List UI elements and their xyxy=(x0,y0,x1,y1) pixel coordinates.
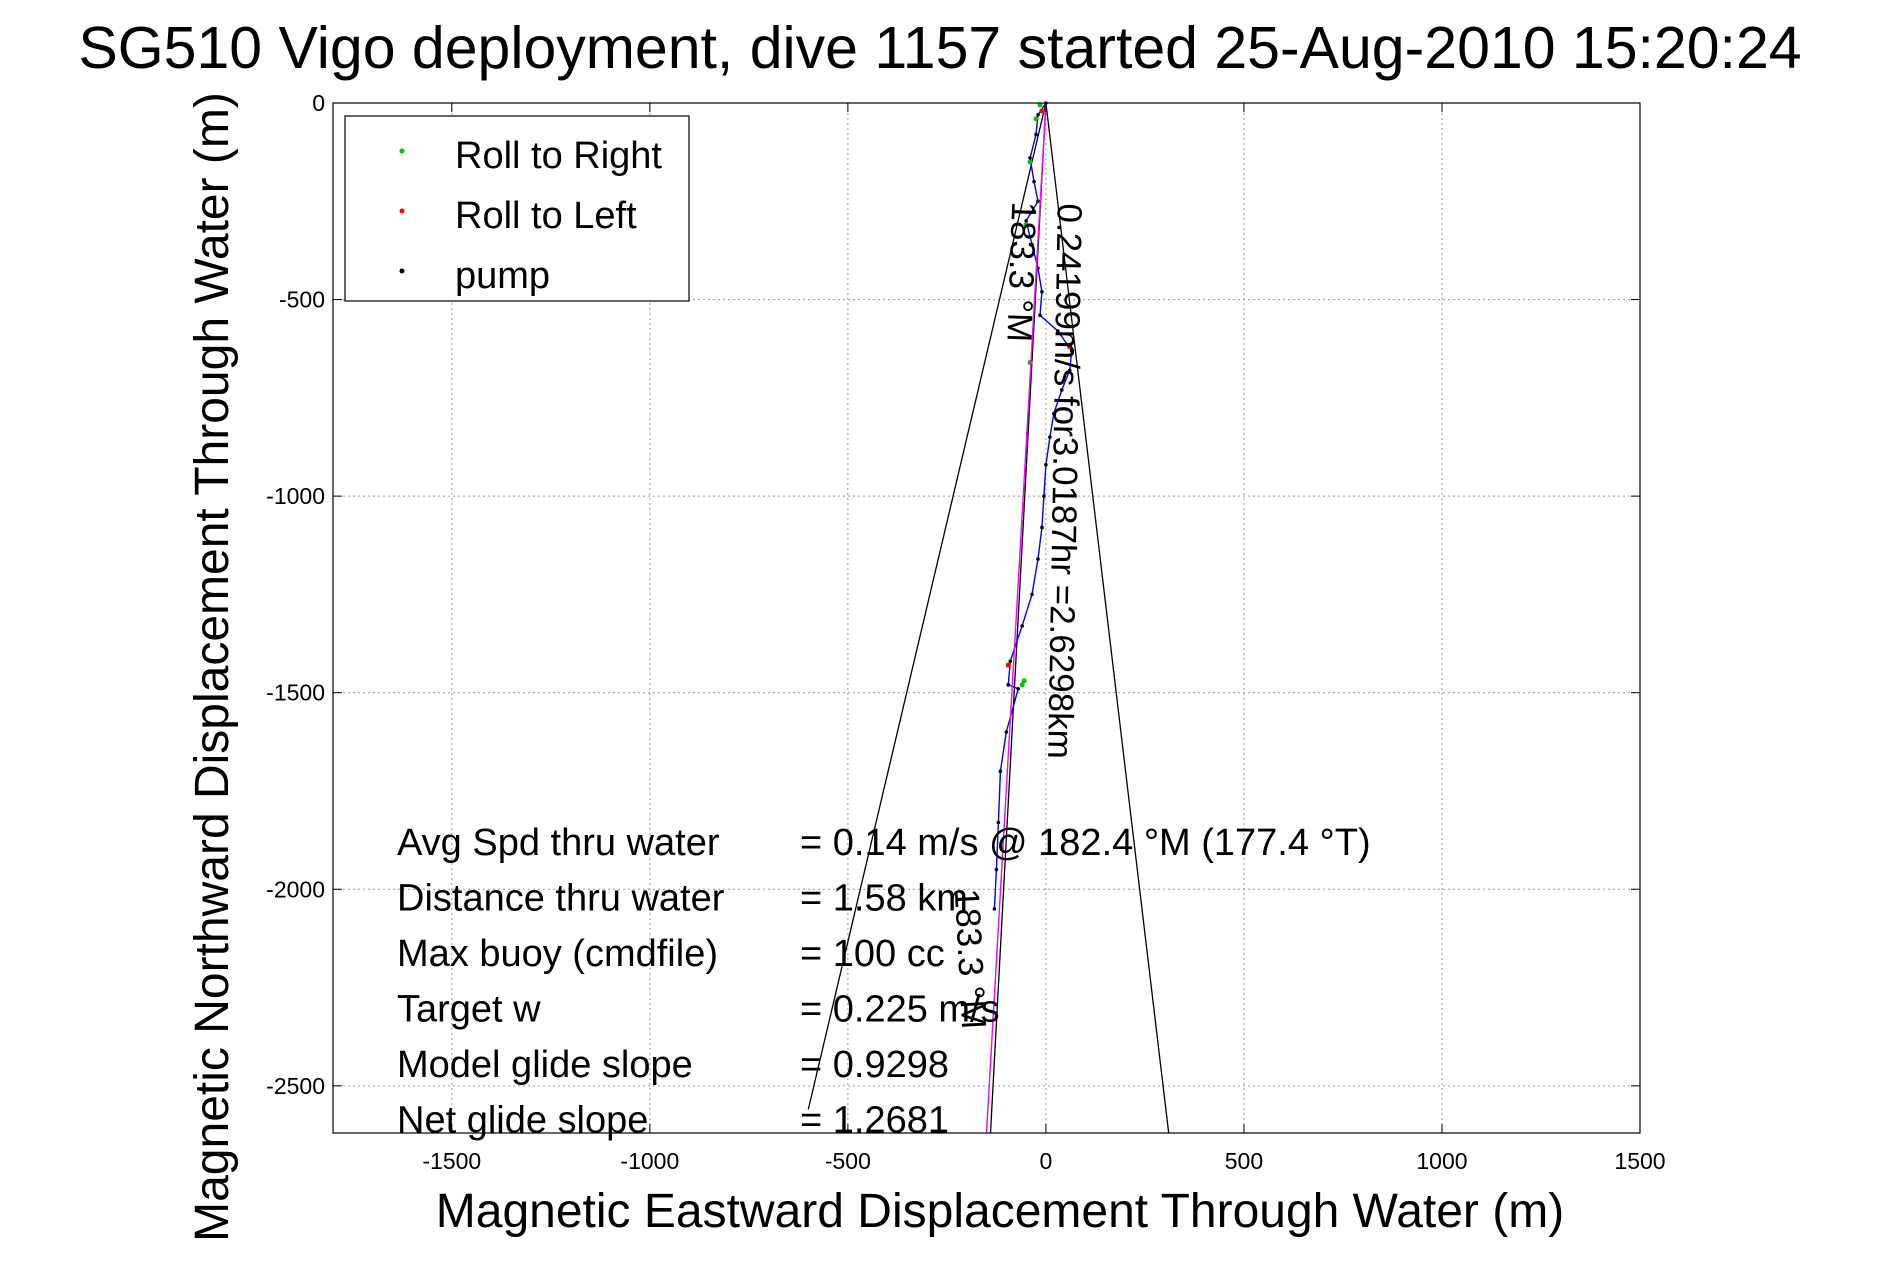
series-group xyxy=(985,101,1074,1134)
legend-label: pump xyxy=(455,255,550,297)
series-point xyxy=(1023,222,1029,228)
x-tick-label: 0 xyxy=(1040,1148,1053,1174)
stat-value: = 0.9298 xyxy=(800,1044,949,1086)
series-point xyxy=(996,820,1001,825)
y-tick-label: -500 xyxy=(279,287,325,313)
x-tick-label: 500 xyxy=(1225,1148,1263,1174)
series-point xyxy=(1040,525,1044,530)
legend-marker xyxy=(399,208,405,214)
series-point xyxy=(1024,219,1028,223)
series-point xyxy=(1037,102,1043,108)
series-point xyxy=(1048,435,1052,439)
series-point xyxy=(1028,156,1032,160)
series-point xyxy=(1030,592,1034,597)
x-axis-label: Magnetic Eastward Displacement Through W… xyxy=(436,1185,1564,1238)
series-point xyxy=(1042,494,1046,498)
line-annotation: 183.3 °M xyxy=(999,201,1043,343)
series-point xyxy=(1019,682,1025,688)
legend-box xyxy=(344,115,690,302)
stat-label: Net glide slope xyxy=(397,1100,648,1142)
stat-value: = 1.58 km xyxy=(800,878,968,920)
series-point xyxy=(1036,199,1040,204)
stat-label: Max buoy (cmdfile) xyxy=(397,933,718,975)
legend-label: Roll to Right xyxy=(455,135,662,177)
x-tick-label: -1000 xyxy=(620,1148,679,1174)
stat-value: = 0.225 m/s xyxy=(800,989,1000,1031)
y-tick-label: 0 xyxy=(312,90,325,116)
x-tick-label: -1500 xyxy=(422,1148,481,1174)
tick-group: -1500 -1000 -500 0 500 1000 1500 0 -500 -1000 -150… xyxy=(266,90,1665,1174)
series-point xyxy=(1004,730,1009,734)
series-point xyxy=(1008,659,1013,664)
series-point xyxy=(1006,683,1011,687)
series-point xyxy=(1030,242,1034,247)
legend-marker xyxy=(399,148,405,154)
y-axis-label: Magnetic Northward Displacement Through … xyxy=(186,92,239,1242)
x-tick-label: 1000 xyxy=(1416,1148,1467,1174)
legend-label: Roll to Left xyxy=(455,195,637,237)
series-point xyxy=(1033,116,1039,122)
series-point xyxy=(1027,159,1033,165)
series-point xyxy=(1055,329,1060,333)
wedge-line xyxy=(807,102,1047,1110)
series-point xyxy=(1034,132,1038,137)
stat-value: = 100 cc xyxy=(800,933,945,975)
wedge-line xyxy=(1045,102,1170,1134)
series-point xyxy=(1027,359,1033,365)
legend: Roll to Right Roll to Left pump xyxy=(344,115,690,302)
series-point xyxy=(1020,624,1024,628)
x-tick-label: 1500 xyxy=(1614,1148,1665,1174)
series-point xyxy=(1016,686,1020,691)
series-point xyxy=(1005,662,1011,668)
legend-marker xyxy=(399,268,405,274)
series-point xyxy=(1040,289,1044,294)
series-line xyxy=(985,102,1047,1134)
stats-group: Avg Spd thru water = 0.14 m/s @ 182.4 °M … xyxy=(397,822,1371,1142)
series-point xyxy=(1069,348,1074,353)
series-point xyxy=(992,907,997,911)
series-point xyxy=(994,867,999,872)
line-annotation: 183.3 °M xyxy=(947,888,993,1030)
y-tick-label: -1000 xyxy=(266,483,325,509)
series-point xyxy=(1044,462,1048,467)
line-annotation: 0.24199m/s for3.0187hr =2.6298km xyxy=(1040,203,1089,759)
series-point xyxy=(1032,179,1036,184)
series-point xyxy=(1067,344,1073,350)
y-tick-label: -2500 xyxy=(266,1073,325,1099)
x-tick-label: -500 xyxy=(825,1148,871,1174)
series-point xyxy=(1036,112,1040,117)
series-point xyxy=(1067,368,1072,373)
stat-label: Distance thru water xyxy=(397,878,725,920)
series-point xyxy=(998,769,1003,774)
series-point xyxy=(1036,557,1040,561)
y-tick-label: -2000 xyxy=(266,876,325,902)
series-point xyxy=(1021,678,1027,684)
stat-label: Target w xyxy=(397,989,541,1031)
series-point xyxy=(1059,388,1064,392)
plot-frame xyxy=(332,102,1641,1134)
stat-value: = 0.14 m/s @ 182.4 °M (177.4 °T) xyxy=(800,822,1371,864)
stat-value: = 1.2681 xyxy=(800,1100,949,1142)
chart-title: SG510 Vigo deployment, dive 1157 started… xyxy=(78,15,1801,81)
series-point xyxy=(1039,108,1045,114)
stat-label: Model glide slope xyxy=(397,1044,693,1086)
y-tick-label: -1500 xyxy=(266,680,325,706)
series-point xyxy=(1052,411,1056,416)
series-point xyxy=(1038,313,1042,318)
stat-label: Avg Spd thru water xyxy=(397,822,720,864)
